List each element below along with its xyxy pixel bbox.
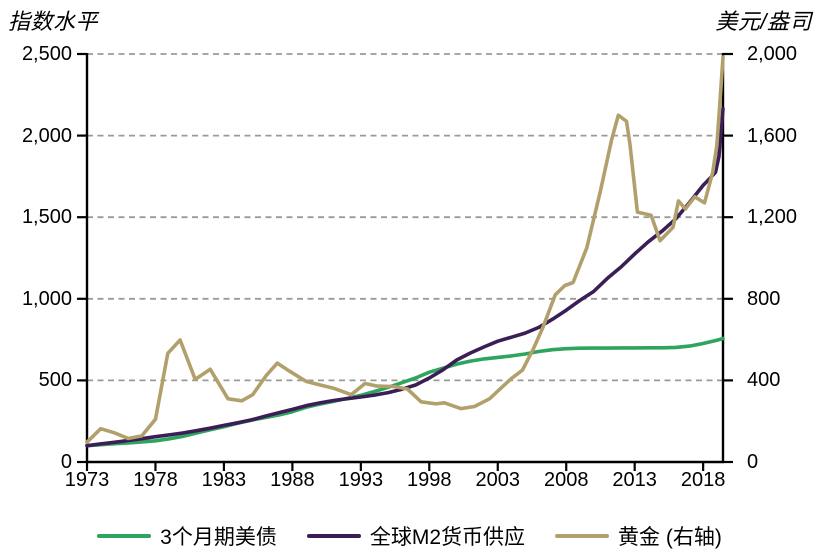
y-axis-left-tick-label: 1,000 bbox=[21, 287, 72, 310]
x-axis-tick-label: 1998 bbox=[407, 469, 452, 491]
legend-swatch-gold bbox=[555, 533, 610, 539]
y-axis-left-tick-label: 2,500 bbox=[21, 43, 72, 65]
y-axis-left-tick-label: 0 bbox=[60, 451, 72, 473]
x-axis-tick-label: 1973 bbox=[64, 469, 110, 491]
x-axis-tick-label: 1993 bbox=[338, 469, 384, 491]
series-line-gold bbox=[85, 55, 725, 445]
y-axis-right-tick-label: 800 bbox=[747, 287, 781, 310]
legend-label-global-m2: 全球M2货币供应 bbox=[369, 526, 526, 549]
y-axis-right-tick-label: 2,000 bbox=[747, 43, 798, 65]
x-axis-tick-label: 1978 bbox=[133, 469, 178, 491]
x-axis-tick-label: 2013 bbox=[612, 469, 657, 491]
y-axis-right-tick-label: 400 bbox=[747, 369, 781, 392]
y-axis-right-tick-label: 1,200 bbox=[747, 206, 798, 229]
chart-legend: 3个月期美债 全球M2货币供应 黄金 (右轴) bbox=[0, 517, 819, 555]
x-axis-tick-label: 2018 bbox=[680, 469, 726, 491]
legend-item-treasury-3m: 3个月期美债 bbox=[97, 521, 277, 551]
legend-item-global-m2: 全球M2货币供应 bbox=[306, 521, 526, 551]
y-axis-left-tick-label: 2,000 bbox=[21, 124, 72, 147]
x-axis-tick-label: 2003 bbox=[475, 469, 521, 491]
x-axis-tick-label: 1988 bbox=[270, 469, 315, 491]
x-axis-tick-label: 1983 bbox=[201, 469, 247, 491]
right-axis-title: 美元/盎司 bbox=[715, 9, 812, 34]
y-axis-right-tick-label: 1,600 bbox=[747, 124, 798, 147]
legend-swatch-global-m2 bbox=[306, 533, 361, 539]
y-axis-right-tick-label: 0 bbox=[747, 451, 759, 473]
legend-item-gold: 黄金 (右轴) bbox=[555, 521, 722, 551]
legend-label-treasury-3m: 3个月期美债 bbox=[160, 526, 277, 549]
series-line-treasury-3m bbox=[85, 336, 725, 448]
series-line-global-m2 bbox=[85, 106, 725, 448]
legend-swatch-treasury-3m bbox=[97, 533, 152, 539]
left-axis-title: 指数水平 bbox=[8, 9, 99, 34]
y-axis-left-tick-label: 500 bbox=[38, 369, 72, 392]
y-axis-left-tick-label: 1,500 bbox=[21, 206, 72, 229]
x-axis-tick-label: 2008 bbox=[543, 469, 589, 491]
legend-label-gold: 黄金 (右轴) bbox=[618, 526, 722, 549]
